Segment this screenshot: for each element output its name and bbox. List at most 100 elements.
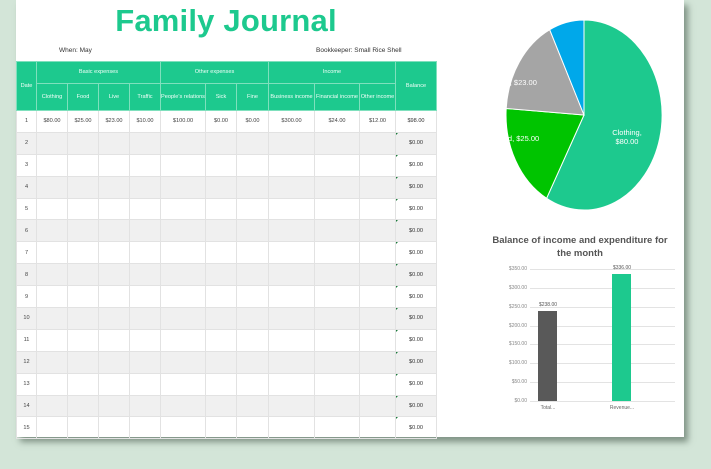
cell-date[interactable]: 15 xyxy=(16,416,37,440)
cell-live[interactable] xyxy=(98,153,130,177)
cell-food[interactable] xyxy=(67,219,99,243)
cell-other-income[interactable] xyxy=(359,241,396,265)
cell-balance[interactable]: $0.00 xyxy=(395,219,437,243)
cell-balance[interactable]: $0.00 xyxy=(395,197,437,221)
cell-traffic[interactable] xyxy=(129,394,161,418)
bar-total[interactable] xyxy=(538,311,557,401)
cell-fine[interactable] xyxy=(236,350,269,374)
cell-peoples-relations[interactable] xyxy=(160,175,206,199)
cell-fine[interactable] xyxy=(236,372,269,396)
cell-date[interactable]: 10 xyxy=(16,307,37,330)
cell-balance[interactable]: $0.00 xyxy=(395,372,437,396)
cell-balance[interactable]: $0.00 xyxy=(395,394,437,418)
cell-traffic[interactable] xyxy=(129,372,161,396)
pie-slice-live[interactable] xyxy=(505,28,585,116)
cell-date[interactable]: 5 xyxy=(16,197,37,221)
cell-peoples-relations[interactable] xyxy=(160,307,206,330)
cell-clothing[interactable] xyxy=(36,394,68,418)
cell-clothing[interactable] xyxy=(36,328,68,352)
cell-food[interactable] xyxy=(67,394,99,418)
cell-peoples-relations[interactable] xyxy=(160,153,206,177)
cell-live[interactable] xyxy=(98,416,130,440)
cell-date[interactable]: 11 xyxy=(16,328,37,352)
cell-other-income[interactable]: $12.00 xyxy=(359,110,396,133)
cell-sick[interactable] xyxy=(205,153,237,177)
cell-business-income[interactable] xyxy=(268,197,315,221)
cell-business-income[interactable] xyxy=(268,328,315,352)
cell-balance[interactable]: $98.00 xyxy=(395,110,437,133)
cell-business-income[interactable] xyxy=(268,219,315,243)
cell-balance[interactable]: $0.00 xyxy=(395,328,437,352)
cell-traffic[interactable] xyxy=(129,241,161,265)
cell-clothing[interactable] xyxy=(36,307,68,330)
pie-slice-food[interactable] xyxy=(505,107,585,200)
cell-date[interactable]: 3 xyxy=(16,153,37,177)
cell-live[interactable] xyxy=(98,263,130,287)
cell-other-income[interactable] xyxy=(359,372,396,396)
cell-business-income[interactable] xyxy=(268,394,315,418)
bar-revenue[interactable] xyxy=(612,274,631,401)
cell-business-income[interactable] xyxy=(268,131,315,155)
cell-clothing[interactable] xyxy=(36,175,68,199)
cell-business-income[interactable] xyxy=(268,285,315,309)
cell-date[interactable]: 6 xyxy=(16,219,37,243)
cell-peoples-relations[interactable] xyxy=(160,285,206,309)
cell-peoples-relations[interactable] xyxy=(160,197,206,221)
cell-traffic[interactable] xyxy=(129,328,161,352)
cell-live[interactable] xyxy=(98,285,130,309)
cell-fine[interactable] xyxy=(236,307,269,330)
cell-live[interactable] xyxy=(98,350,130,374)
cell-fine[interactable]: $0.00 xyxy=(236,110,269,133)
cell-clothing[interactable]: $80.00 xyxy=(36,110,68,133)
cell-financial-income[interactable] xyxy=(314,131,360,155)
cell-financial-income[interactable] xyxy=(314,197,360,221)
cell-financial-income[interactable] xyxy=(314,241,360,265)
cell-food[interactable] xyxy=(67,285,99,309)
cell-traffic[interactable] xyxy=(129,350,161,374)
cell-fine[interactable] xyxy=(236,219,269,243)
cell-live[interactable] xyxy=(98,394,130,418)
cell-live[interactable] xyxy=(98,241,130,265)
cell-food[interactable] xyxy=(67,328,99,352)
cell-food[interactable] xyxy=(67,307,99,330)
cell-business-income[interactable] xyxy=(268,153,315,177)
cell-peoples-relations[interactable] xyxy=(160,219,206,243)
cell-date[interactable]: 8 xyxy=(16,263,37,287)
cell-financial-income[interactable]: $24.00 xyxy=(314,110,360,133)
cell-sick[interactable] xyxy=(205,350,237,374)
cell-sick[interactable] xyxy=(205,241,237,265)
cell-other-income[interactable] xyxy=(359,285,396,309)
cell-clothing[interactable] xyxy=(36,416,68,440)
cell-other-income[interactable] xyxy=(359,219,396,243)
cell-balance[interactable]: $0.00 xyxy=(395,416,437,440)
cell-financial-income[interactable] xyxy=(314,153,360,177)
cell-clothing[interactable] xyxy=(36,263,68,287)
cell-peoples-relations[interactable] xyxy=(160,416,206,440)
cell-financial-income[interactable] xyxy=(314,328,360,352)
cell-food[interactable]: $25.00 xyxy=(67,110,99,133)
cell-business-income[interactable] xyxy=(268,416,315,440)
cell-traffic[interactable] xyxy=(129,285,161,309)
cell-peoples-relations[interactable] xyxy=(160,263,206,287)
cell-fine[interactable] xyxy=(236,416,269,440)
cell-live[interactable] xyxy=(98,219,130,243)
cell-financial-income[interactable] xyxy=(314,307,360,330)
cell-other-income[interactable] xyxy=(359,307,396,330)
cell-balance[interactable]: $0.00 xyxy=(395,241,437,265)
cell-clothing[interactable] xyxy=(36,350,68,374)
cell-sick[interactable] xyxy=(205,219,237,243)
cell-live[interactable] xyxy=(98,372,130,396)
cell-date[interactable]: 9 xyxy=(16,285,37,309)
cell-balance[interactable]: $0.00 xyxy=(395,153,437,177)
cell-fine[interactable] xyxy=(236,285,269,309)
cell-balance[interactable]: $0.00 xyxy=(395,263,437,287)
cell-date[interactable]: 12 xyxy=(16,350,37,374)
cell-live[interactable] xyxy=(98,328,130,352)
cell-financial-income[interactable] xyxy=(314,416,360,440)
cell-fine[interactable] xyxy=(236,394,269,418)
cell-sick[interactable] xyxy=(205,307,237,330)
cell-fine[interactable] xyxy=(236,241,269,265)
cell-sick[interactable] xyxy=(205,197,237,221)
cell-other-income[interactable] xyxy=(359,394,396,418)
cell-other-income[interactable] xyxy=(359,131,396,155)
